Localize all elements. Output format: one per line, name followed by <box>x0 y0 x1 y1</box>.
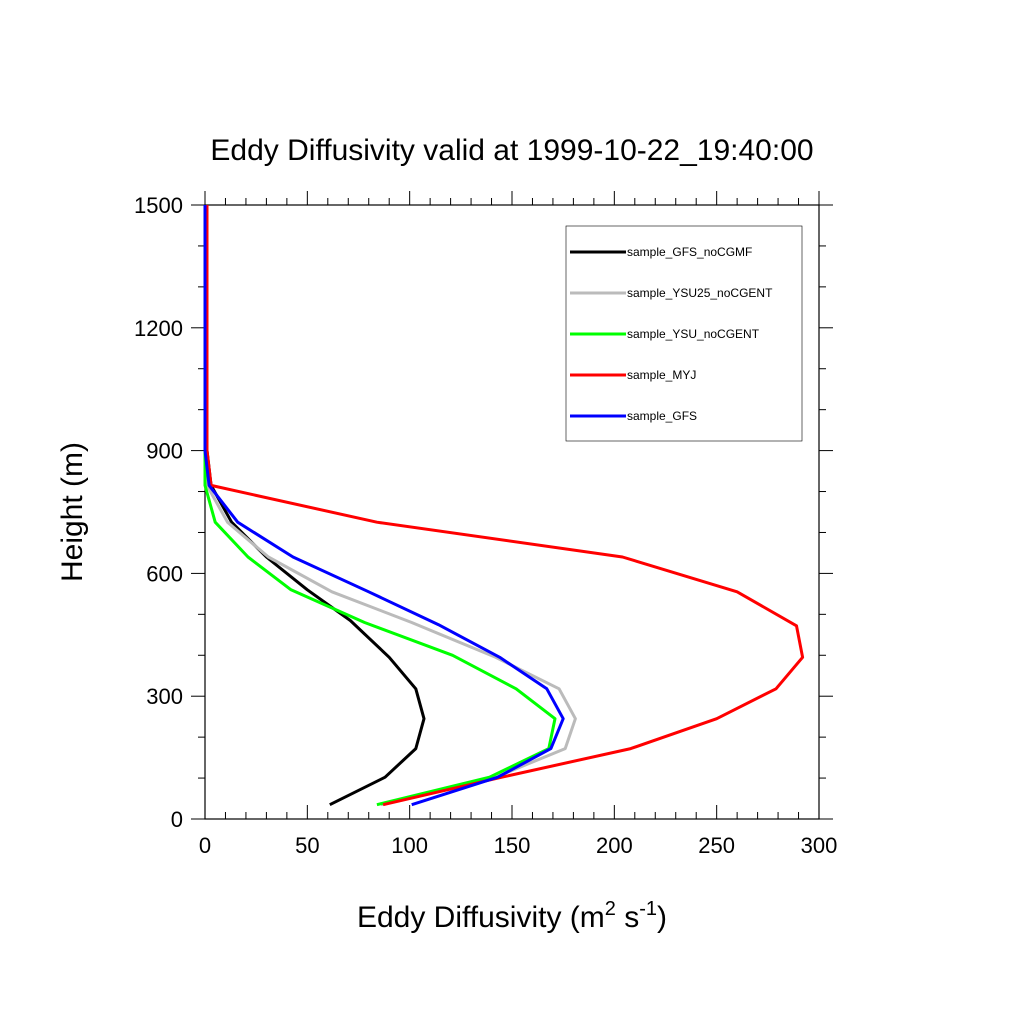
x-tick-label: 100 <box>391 833 428 858</box>
chart-title: Eddy Diffusivity valid at 1999-10-22_19:… <box>210 134 813 167</box>
x-tick-label: 150 <box>494 833 531 858</box>
axis-tick-labels: 0 50 100 150 200 250 300 0 300 600 900 1200 1500 <box>134 193 837 858</box>
y-tick-label: 1500 <box>134 193 183 218</box>
y-tick-label: 600 <box>146 561 183 586</box>
legend-label: sample_YSU25_noCGENT <box>627 286 773 300</box>
series-line-sample-ysu25-nocgent <box>203 205 577 807</box>
x-tick-label: 300 <box>801 833 838 858</box>
y-tick-label: 1200 <box>134 316 183 341</box>
series-line-sample-myj <box>205 205 805 807</box>
x-tick-label: 250 <box>698 833 735 858</box>
y-axis-label: Height (m) <box>56 442 89 582</box>
x-axis-label: Eddy Diffusivity (m2 s-1) <box>357 898 667 934</box>
series-line-sample-gfs <box>203 205 565 807</box>
y-tick-label: 900 <box>146 439 183 464</box>
legend-label: sample_GFS <box>627 409 697 423</box>
legend: sample_GFS_noCGMF sample_YSU25_noCGENTsam… <box>565 225 803 442</box>
legend-label: sample_YSU_noCGENT <box>627 327 760 341</box>
y-tick-label: 0 <box>171 807 183 832</box>
x-tick-label: 50 <box>295 833 319 858</box>
axis-ticks <box>191 191 833 820</box>
legend-label: sample_MYJ <box>627 368 696 382</box>
legend-label: sample_GFS_noCGMF <box>627 245 752 259</box>
x-tick-label: 0 <box>199 833 211 858</box>
y-tick-label: 300 <box>146 684 183 709</box>
x-tick-label: 200 <box>596 833 633 858</box>
series-line-sample-ysu-nocgent <box>203 205 557 807</box>
series-line-sample-gfs-nocgmf <box>205 205 426 807</box>
series-lines <box>203 205 805 807</box>
